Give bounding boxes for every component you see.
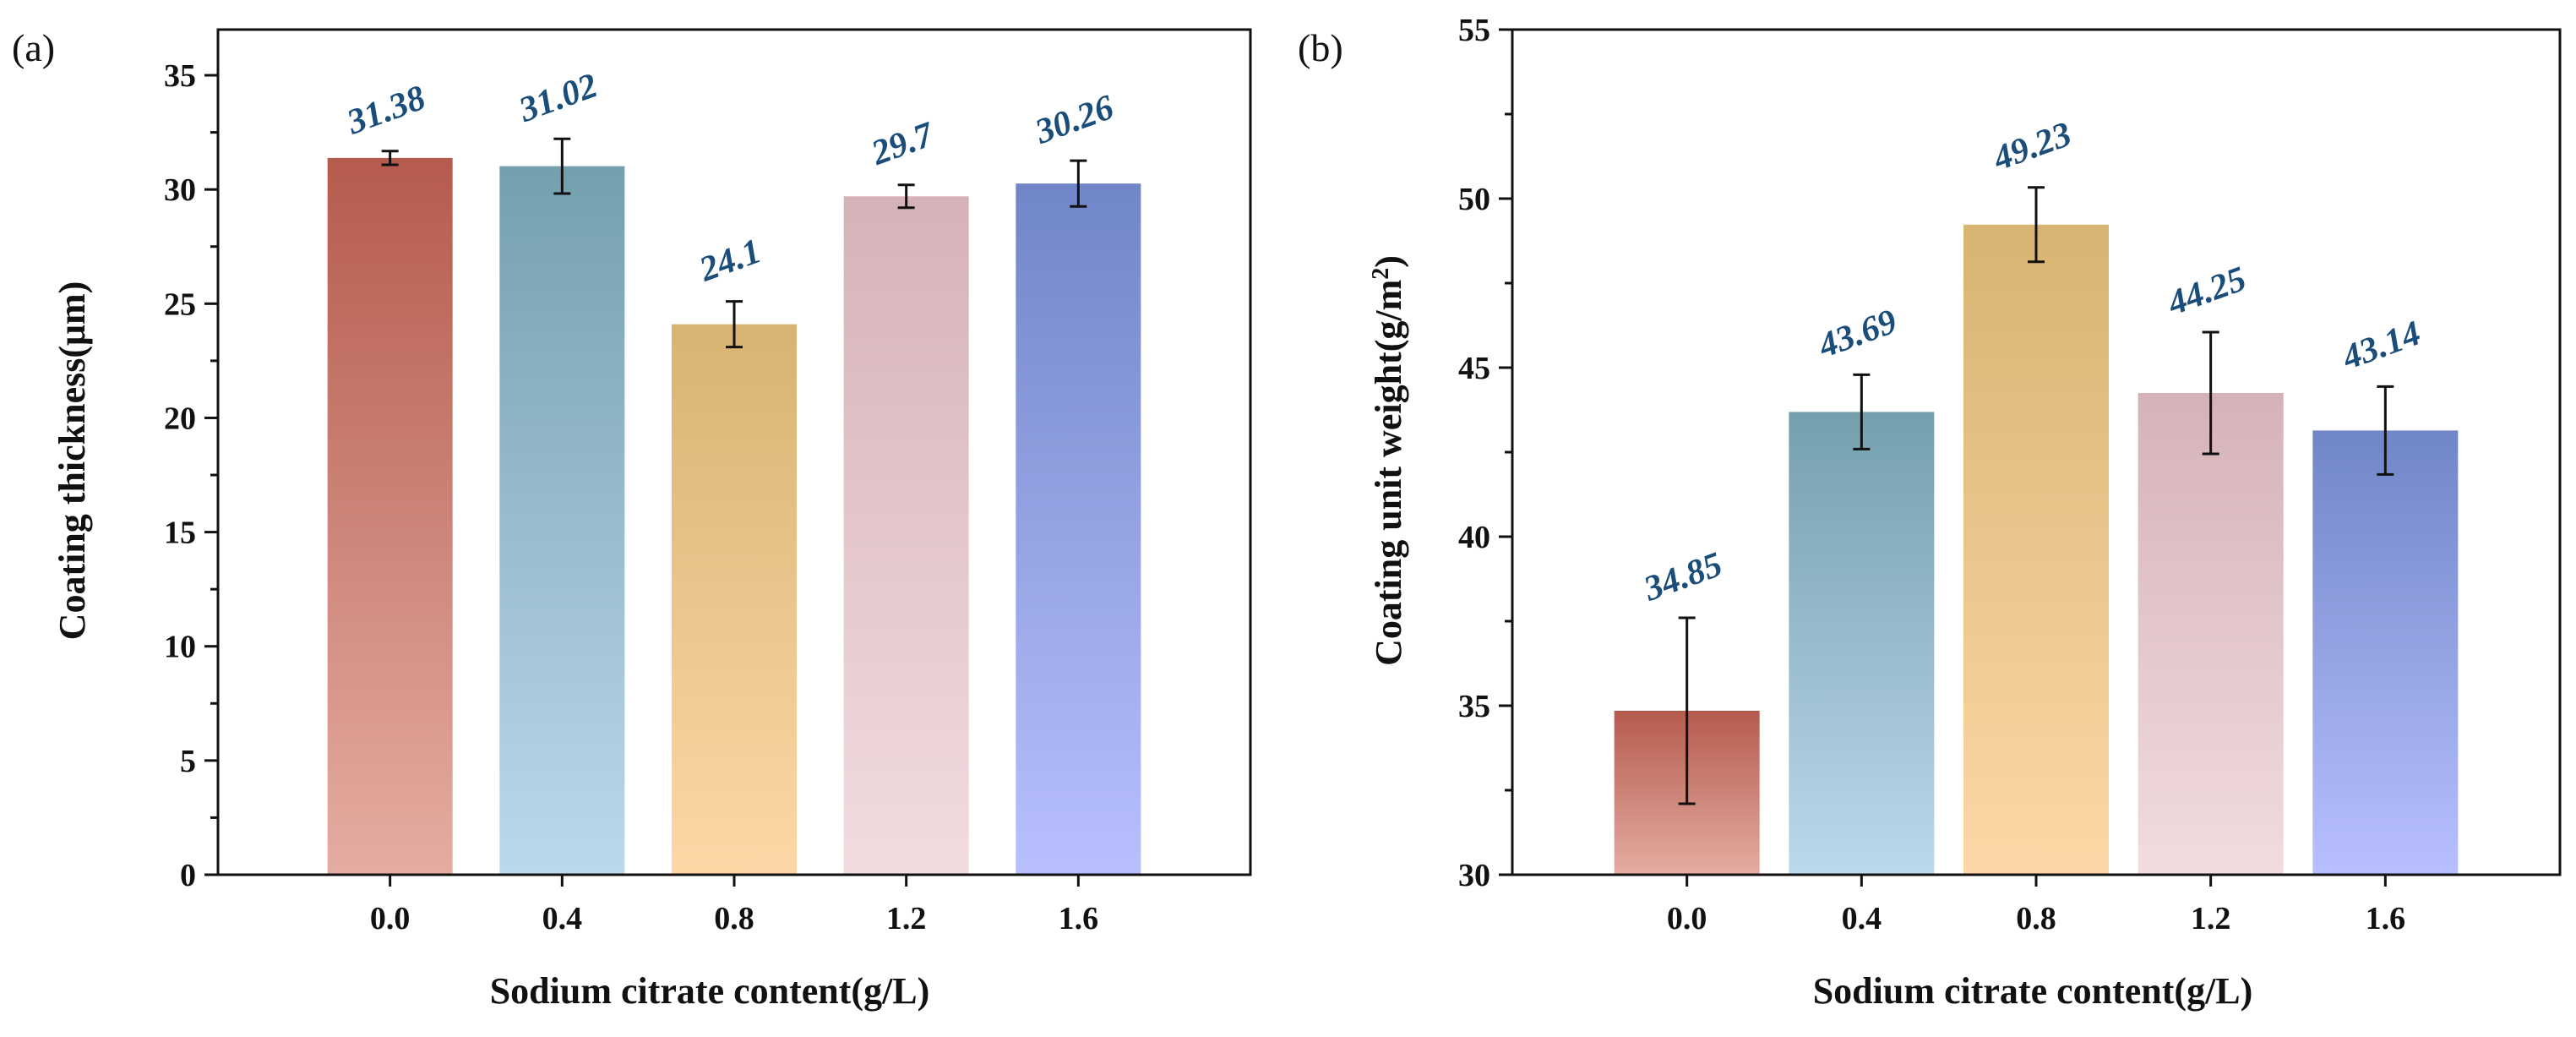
plot-frame-a (216, 28, 1252, 876)
y-axis-title-b-main: Coating unit weight(g/m (1368, 280, 1409, 666)
data-label-a-0.8: 24.1 (694, 232, 766, 290)
data-label-b-1.6: 43.14 (2337, 314, 2426, 378)
y-tick-label-b-30: 30 (1458, 858, 1490, 893)
y-tick-label-a-0: 0 (180, 858, 196, 893)
bar-b-0.8 (1963, 224, 2109, 875)
panel-label-a: (a) (12, 26, 55, 69)
bar-a-0.8 (672, 324, 797, 875)
y-tick-label-b-55: 55 (1458, 13, 1490, 48)
x-tick-label-b-0.8: 0.8 (2016, 901, 2056, 936)
y-axis-title-b: Coating unit weight(g/m2) (1368, 255, 1410, 666)
data-label-a-0.0: 31.38 (341, 79, 430, 143)
bar-a-0.0 (327, 157, 453, 875)
y-tick-label-a-35: 35 (164, 58, 196, 94)
bar-b-0.4 (1789, 412, 1935, 875)
x-tick-label-b-1.2: 1.2 (2191, 901, 2231, 936)
data-label-a-0.4: 31.02 (514, 66, 602, 130)
data-label-a-1.6: 30.26 (1030, 88, 1119, 152)
y-tick-label-b-40: 40 (1458, 520, 1490, 555)
plot-frame-b (1511, 28, 2562, 876)
y-tick-label-a-20: 20 (164, 401, 196, 436)
y-axis-title-b-superscript: 2 (1368, 268, 1394, 280)
x-axis-title-a: Sodium citrate content(g/L) (490, 970, 930, 1012)
data-label-b-1.2: 44.25 (2162, 259, 2251, 324)
bar-a-1.2 (843, 196, 969, 875)
data-label-b-0.0: 34.85 (1638, 545, 1727, 609)
y-axis-title-b-suffix: ) (1368, 255, 1409, 268)
x-tick-label-b-0.4: 0.4 (1842, 901, 1882, 936)
y-tick-label-a-30: 30 (164, 172, 196, 208)
y-tick-label-a-25: 25 (164, 287, 196, 322)
bar-b-1.2 (2138, 393, 2284, 875)
x-tick-label-a-1.2: 1.2 (886, 901, 927, 936)
x-tick-label-a-1.6: 1.6 (1059, 901, 1099, 936)
panel-b-unit-weight-chart: (b) Coating unit weight(g/m2) Sodium cit… (1298, 13, 2562, 1012)
x-tick-label-a-0.0: 0.0 (370, 901, 411, 936)
panel-label-b: (b) (1298, 26, 1343, 69)
data-label-b-0.4: 43.69 (1813, 302, 1902, 366)
plot-area-a: 0 5 10 15 20 25 30 35 31.38 0.0 31.02 0.4 24.1 0.8 29.… (164, 58, 1141, 936)
y-tick-label-b-50: 50 (1458, 182, 1490, 217)
bar-a-0.4 (499, 166, 625, 875)
y-tick-label-a-15: 15 (164, 516, 196, 551)
y-tick-label-b-35: 35 (1458, 689, 1490, 724)
x-tick-label-b-0.0: 0.0 (1667, 901, 1707, 936)
x-tick-label-a-0.8: 0.8 (714, 901, 754, 936)
y-axis-title-a: Coating thickness(μm) (52, 281, 93, 641)
bar-b-1.6 (2312, 430, 2459, 875)
bar-a-1.6 (1016, 183, 1141, 875)
x-tick-label-b-1.6: 1.6 (2366, 901, 2406, 936)
y-tick-label-a-5: 5 (180, 744, 196, 779)
plot-area-b: 30 35 40 45 50 55 34.85 0.0 43.69 0.4 49.23 0.8 44.2… (1458, 13, 2459, 936)
data-label-a-1.2: 29.7 (866, 115, 940, 173)
x-axis-title-b: Sodium citrate content(g/L) (1813, 970, 2253, 1012)
panel-a-thickness-chart: (a) Coating thickness(μm) Sodium citrate… (12, 26, 1252, 1012)
y-tick-label-b-45: 45 (1458, 351, 1490, 386)
x-tick-label-a-0.4: 0.4 (542, 901, 583, 936)
data-label-b-0.8: 49.23 (1987, 115, 2076, 179)
y-tick-label-a-10: 10 (164, 630, 196, 665)
